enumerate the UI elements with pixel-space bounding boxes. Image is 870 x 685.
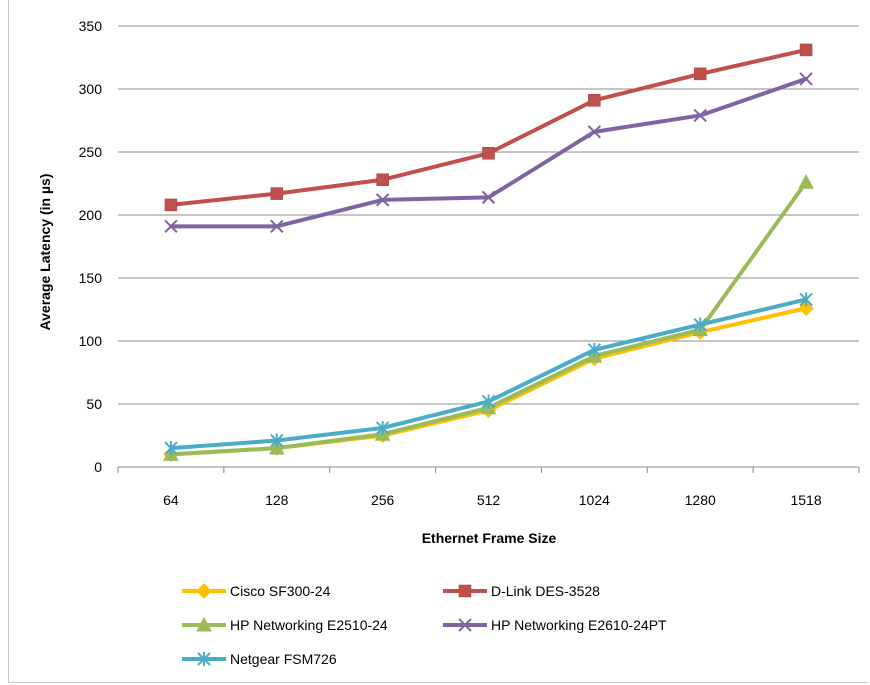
legend-item: Cisco SF300-24 bbox=[182, 583, 331, 599]
data-point bbox=[588, 94, 601, 107]
x-tick-label: 128 bbox=[265, 492, 289, 508]
data-point bbox=[799, 72, 813, 86]
x-tick-label: 64 bbox=[163, 492, 179, 508]
x-axis-title: Ethernet Frame Size bbox=[422, 530, 557, 546]
data-point bbox=[693, 317, 707, 332]
data-point bbox=[164, 198, 178, 212]
data-point bbox=[798, 300, 814, 316]
series-hp-networking-e2610-24pt bbox=[164, 72, 813, 234]
x-tick-label: 1280 bbox=[685, 492, 716, 508]
chart-frame bbox=[8, 0, 868, 683]
x-tick-label: 1518 bbox=[790, 492, 821, 508]
y-tick-label: 150 bbox=[79, 270, 103, 286]
data-point bbox=[164, 219, 178, 234]
data-point bbox=[799, 43, 813, 57]
y-tick-label: 50 bbox=[86, 396, 102, 412]
legend-marker bbox=[458, 584, 472, 598]
series-line bbox=[168, 306, 809, 457]
y-tick-label: 0 bbox=[94, 459, 102, 475]
x-tick-label: 1024 bbox=[579, 492, 610, 508]
x-tick-label: 256 bbox=[371, 492, 395, 508]
data-point bbox=[481, 190, 496, 205]
data-point bbox=[270, 433, 284, 448]
legend-item: HP Networking E2610-24PT bbox=[443, 617, 667, 633]
x-tick-label: 512 bbox=[477, 492, 501, 508]
legend-label: HP Networking E2610-24PT bbox=[491, 617, 667, 633]
data-point bbox=[270, 219, 284, 234]
y-tick-label: 100 bbox=[79, 333, 103, 349]
legend: Cisco SF300-24 D-Link DES-3528 HP Networki… bbox=[182, 583, 667, 667]
data-point bbox=[799, 292, 813, 307]
series-line bbox=[168, 47, 809, 207]
legend-label: Cisco SF300-24 bbox=[230, 583, 331, 599]
data-point bbox=[481, 394, 496, 409]
data-point bbox=[587, 342, 602, 357]
legend-label: HP Networking E2510-24 bbox=[230, 617, 388, 633]
y-tick-labels: 0 50 100 150 200 250 300 350 bbox=[79, 18, 103, 475]
y-tick-label: 350 bbox=[79, 18, 103, 34]
series-line bbox=[168, 297, 809, 451]
legend-label: Netgear FSM726 bbox=[230, 651, 337, 667]
legend-marker bbox=[196, 616, 212, 632]
data-point bbox=[270, 187, 284, 200]
data-point bbox=[693, 108, 707, 123]
legend-label: D-Link DES-3528 bbox=[491, 583, 600, 599]
legend-marker bbox=[196, 583, 212, 599]
data-point bbox=[376, 173, 389, 186]
data-point bbox=[164, 441, 178, 456]
legend-marker bbox=[197, 652, 211, 666]
series-netgear-fsm726 bbox=[164, 292, 813, 456]
y-axis-title: Average Latency (in µs) bbox=[37, 174, 53, 331]
legend-marker bbox=[458, 618, 472, 632]
data-point bbox=[798, 174, 814, 189]
series-lines bbox=[163, 43, 814, 463]
data-point bbox=[587, 125, 602, 139]
legend-item: Netgear FSM726 bbox=[182, 651, 337, 667]
x-tick-labels: 64 128 256 512 1024 1280 1518 bbox=[163, 492, 822, 508]
series-cisco-sf300-24 bbox=[163, 300, 814, 463]
data-point bbox=[482, 147, 495, 160]
y-tick-label: 200 bbox=[79, 207, 103, 223]
legend-item: HP Networking E2510-24 bbox=[182, 616, 388, 633]
data-point bbox=[268, 440, 285, 455]
series-d-link-des-3528 bbox=[164, 43, 813, 212]
data-point bbox=[693, 67, 707, 81]
y-tick-label: 300 bbox=[79, 81, 103, 97]
data-point bbox=[375, 420, 390, 435]
legend-item: D-Link DES-3528 bbox=[443, 583, 600, 599]
y-tick-label: 250 bbox=[79, 144, 103, 160]
data-point bbox=[375, 193, 390, 207]
